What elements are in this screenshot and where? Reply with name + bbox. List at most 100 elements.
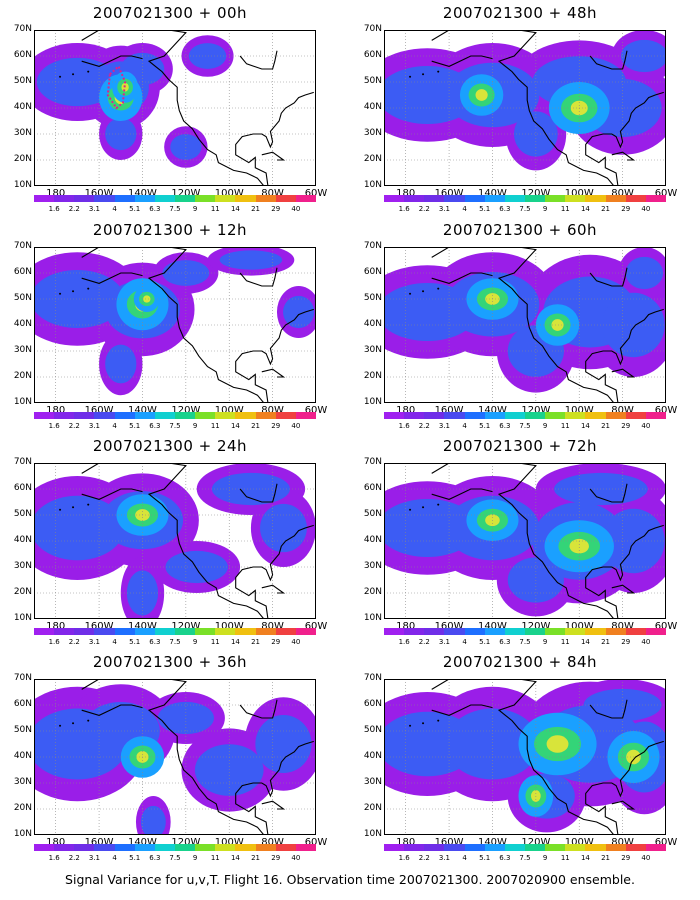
colorbar-swatch [114, 195, 135, 202]
x-tick-label: 140W [477, 405, 507, 416]
colorbar-label: 2.2 [418, 205, 430, 213]
colorbar-label: 40 [291, 638, 301, 646]
colorbar-swatch [94, 628, 115, 635]
colorbar-swatch [545, 628, 566, 635]
signal-variance-map [34, 679, 316, 835]
y-tick-label: 50N [13, 725, 32, 735]
island-mark [59, 75, 62, 78]
colorbar-label: 11 [210, 422, 220, 430]
coastline [431, 30, 664, 186]
colorbar-label: 2.2 [68, 854, 80, 862]
x-tick-label: 100W [564, 621, 594, 632]
colorbar-labels: 1.6 2.2 3.1 4 5.1 6.3 7.5 9 11 14 21 29 40 [384, 638, 666, 648]
panel-title: 2007021300 + 24h [92, 437, 248, 455]
colorbar-swatch [235, 412, 256, 419]
colorbar-swatch [504, 412, 525, 419]
colorbar-swatch [444, 844, 465, 851]
y-tick-label: 30N [13, 345, 32, 355]
map-panel: 2007021300 + 48h 70N 60N 50N 40N 30N 20N 10N 180… [350, 0, 690, 220]
colorbar-label: 29 [621, 638, 631, 646]
colorbar-label: 11 [210, 854, 220, 862]
variance-region-mid [583, 688, 662, 722]
colorbar-swatch [424, 844, 445, 851]
y-tick-label: 50N [13, 76, 32, 86]
colorbar-label: 40 [291, 854, 301, 862]
island-mark [409, 508, 412, 511]
variance-region-mid [620, 39, 666, 73]
colorbar-swatch [134, 412, 155, 419]
y-tick-label: 20N [13, 371, 32, 381]
x-tick-label: 80W [261, 837, 284, 848]
colorbar-swatch [235, 844, 256, 851]
colorbar-label: 14 [580, 854, 590, 862]
y-tick-label: 20N [363, 371, 382, 381]
x-tick-label: 140W [127, 405, 157, 416]
colorbar-swatch [174, 628, 196, 635]
colorbar-label: 29 [621, 205, 631, 213]
coastline [81, 55, 143, 67]
colorbar-swatch [154, 844, 175, 851]
colorbar-swatch [625, 412, 646, 419]
y-tick-label: 50N [363, 509, 382, 519]
colorbar-label: 9 [542, 638, 548, 646]
colorbar-swatch [404, 412, 425, 419]
coastline [261, 800, 286, 810]
y-tick-label: 40N [13, 319, 32, 329]
y-tick-label: 50N [363, 293, 382, 303]
colorbar-label: 4 [462, 638, 467, 646]
colorbar-label: 2.2 [68, 205, 80, 213]
colorbar-swatch [195, 195, 216, 202]
colorbar-swatch [404, 628, 425, 635]
colorbar-label: 7.5 [169, 638, 181, 646]
panel-title: 2007021300 + 60h [442, 221, 598, 239]
colorbar-label: 40 [291, 205, 301, 213]
colorbar-swatch [645, 412, 666, 419]
colorbar-swatch [484, 412, 505, 419]
coastline [589, 483, 628, 503]
colorbar-swatch [295, 628, 316, 635]
x-tick-label: 60W [654, 188, 678, 199]
coastline [261, 584, 286, 594]
variance-region-mid [34, 495, 125, 561]
colorbar-label: 2.2 [418, 854, 430, 862]
colorbar-swatch [74, 412, 95, 419]
colorbar-swatch [404, 844, 425, 851]
colorbar-labels: 1.6 2.2 3.1 4 5.1 6.3 7.5 9 11 14 21 29 40 [384, 854, 666, 864]
map-frame [34, 679, 316, 835]
x-tick-label: 100W [214, 188, 244, 199]
variance-region-mid [260, 503, 307, 553]
y-tick-label: 10N [13, 180, 32, 190]
colorbar-label: 5.1 [479, 854, 491, 862]
panel-title: 2007021300 + 00h [92, 4, 248, 22]
colorbar-label: 3.1 [88, 422, 100, 430]
variance-region-mid [105, 344, 137, 384]
colorbar-swatch [174, 412, 196, 419]
colorbar-swatch [565, 628, 586, 635]
x-tick-label: 120W [521, 837, 551, 848]
colorbar-swatch [275, 628, 296, 635]
colorbar-label: 14 [580, 205, 590, 213]
colorbar-swatch [524, 412, 546, 419]
colorbar-swatch [154, 628, 175, 635]
island-mark [87, 503, 90, 506]
y-tick-label: 30N [363, 345, 382, 355]
colorbar-label: 1.6 [398, 854, 410, 862]
x-tick-label: 140W [127, 837, 157, 848]
colorbar-swatch [195, 628, 216, 635]
colorbar-label: 9 [192, 205, 198, 213]
colorbar-swatch [565, 412, 586, 419]
colorbar-label: 3.1 [88, 205, 100, 213]
colorbar-swatch [524, 195, 546, 202]
colorbar-label: 5.1 [129, 854, 141, 862]
variance-region-peak [143, 295, 151, 303]
signal-variance-map [34, 30, 316, 186]
colorbar-swatch [54, 195, 75, 202]
variance-region-peak [569, 538, 589, 554]
colorbar-swatch [154, 412, 175, 419]
map-frame [384, 463, 666, 619]
colorbar-swatch [295, 195, 316, 202]
colorbar-labels: 1.6 2.2 3.1 4 5.1 6.3 7.5 9 11 14 21 29 40 [34, 854, 316, 864]
y-tick-label: 50N [363, 725, 382, 735]
colorbar-swatch [255, 412, 276, 419]
x-tick-label: 60W [654, 837, 678, 848]
